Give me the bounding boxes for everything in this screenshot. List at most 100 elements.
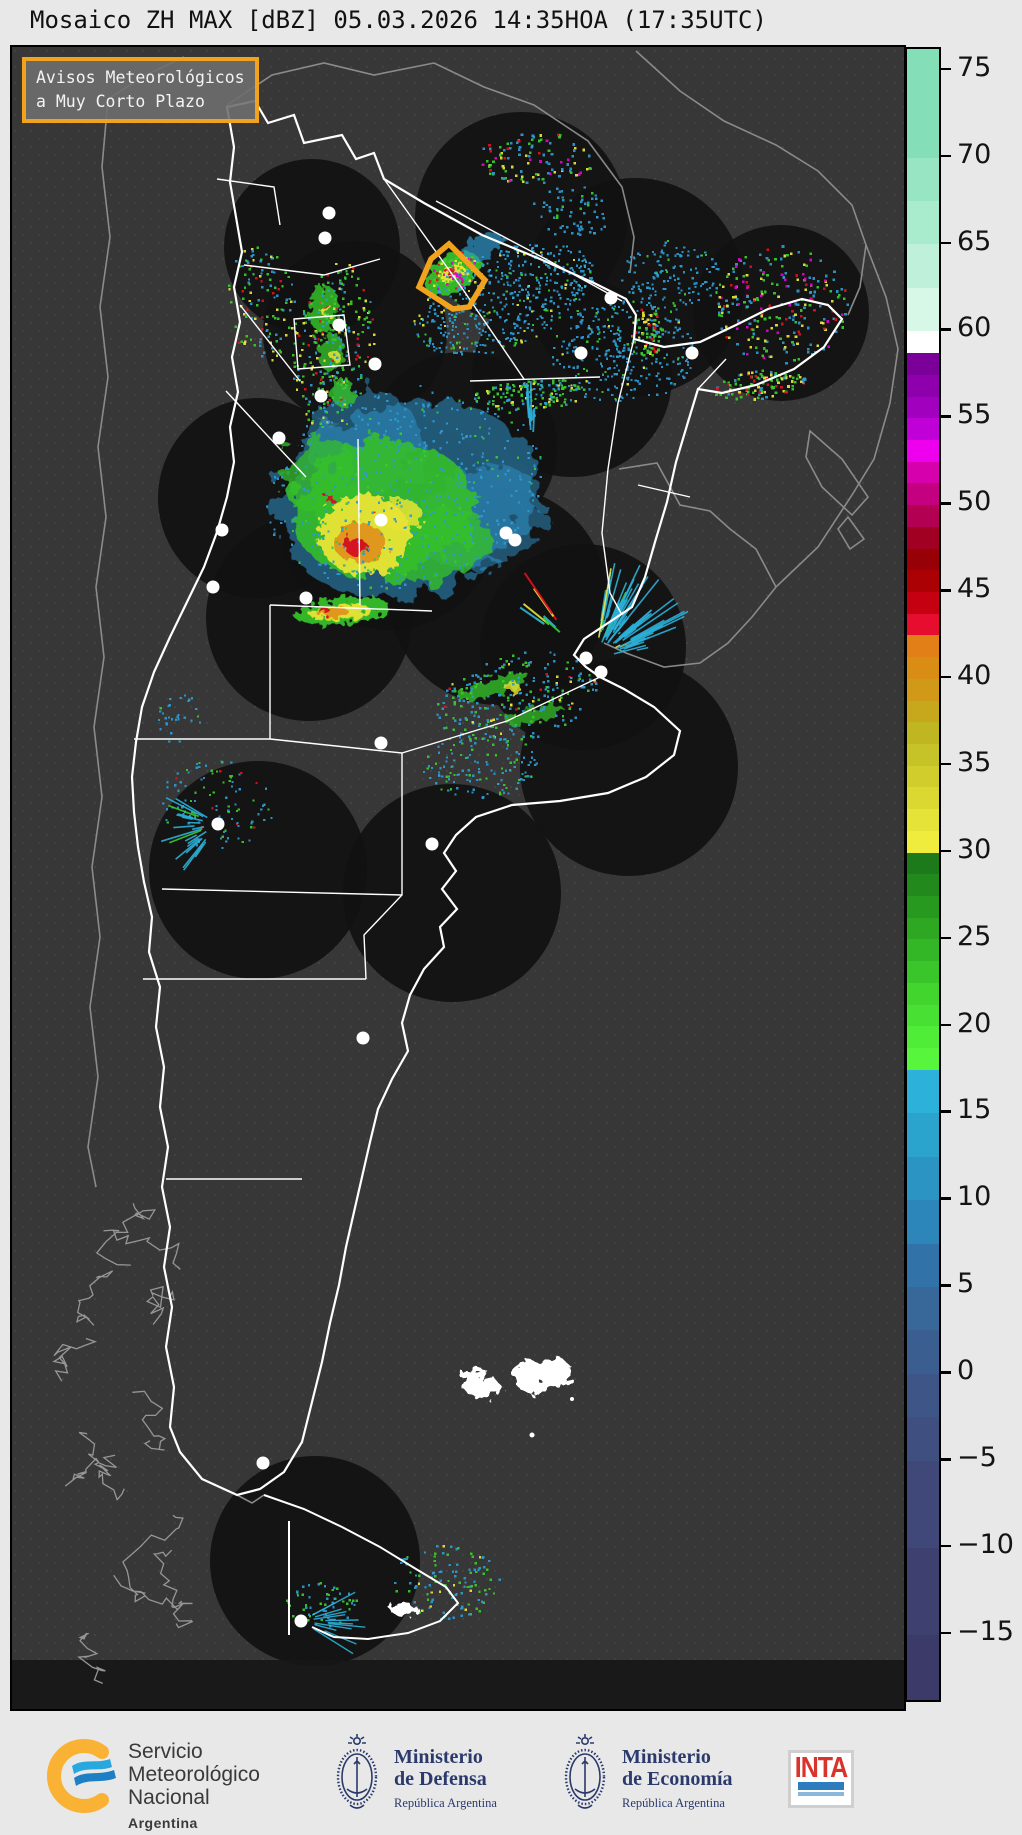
colorbar-segment [907,896,939,918]
colorbar-segment [907,331,939,353]
economia-title2: de Economía [622,1768,733,1790]
colorbar-segment [907,1048,939,1070]
defensa-wordmark: Ministerio de Defensa República Argentin… [394,1746,497,1814]
page-title: Mosaico ZH MAX [dBZ] 05.03.2026 14:35HOA… [30,6,767,34]
colorbar-segment [907,744,939,766]
colorbar-tick [939,1632,951,1635]
colorbar-segment [907,1244,939,1287]
map-bottom-strip [12,1660,904,1709]
inta-logo-inner: INTA [791,1753,851,1805]
colorbar-tick [939,1371,951,1374]
colorbar-tick-label: 35 [957,747,991,778]
colorbar-segment [907,831,939,853]
colorbar-tick-label: 40 [957,660,991,691]
defensa-title1: Ministerio [394,1746,497,1768]
colorbar-tick-label: 45 [957,573,991,604]
colorbar-segment [907,570,939,592]
colorbar-segment [907,766,939,788]
colorbar-tick [939,1284,951,1287]
colorbar-segment [907,158,939,201]
reflectivity-colorbar [905,47,941,1702]
colorbar-tick [939,1110,951,1113]
colorbar-segment [907,853,939,875]
economia-wordmark: Ministerio de Economía República Argenti… [622,1746,733,1814]
colorbar-tick [939,502,951,505]
smn-wave-bottom [74,1770,116,1786]
colorbar-segment [907,375,939,397]
colorbar-segment [907,874,939,896]
colorbar-segment [907,201,939,244]
colorbar-tick [939,589,951,592]
colorbar-tick-label: −5 [957,1442,997,1473]
colorbar-segment [907,787,939,809]
colorbar-segment [907,549,939,571]
economia-crest-icon [558,1733,612,1815]
defensa-crest-icon [330,1733,384,1815]
colorbar-segment [907,614,939,636]
warning-banner: Avisos Meteorológicos a Muy Corto Plazo [22,57,259,123]
colorbar-segment [907,1026,939,1048]
colorbar-tick [939,415,951,418]
colorbar-segment [907,505,939,527]
colorbar-segment [907,939,939,961]
economia-subtitle: República Argentina [622,1792,733,1814]
smn-wordmark: Servicio Meteorológico Nacional Argentin… [128,1740,260,1835]
colorbar-tick-label: 75 [957,52,991,83]
colorbar-segment [907,1548,939,1635]
colorbar-tick [939,850,951,853]
colorbar-segment [907,1070,939,1113]
colorbar-tick-label: 20 [957,1008,991,1039]
colorbar-tick-label: 10 [957,1181,991,1212]
smn-line2: Meteorológico [128,1763,260,1786]
radar-map: Avisos Meteorológicos a Muy Corto Plazo [10,45,906,1711]
colorbar-segment [907,397,939,419]
colorbar-tick-label: 65 [957,226,991,257]
colorbar-segment [907,657,939,679]
colorbar-segment [907,418,939,440]
smn-logo [46,1738,122,1814]
colorbar-segment [907,983,939,1005]
warning-line2: a Muy Corto Plazo [36,92,205,111]
colorbar-tick [939,763,951,766]
colorbar-tick-label: 0 [957,1355,974,1386]
colorbar-tick-label: 55 [957,399,991,430]
colorbar-tick-label: 50 [957,486,991,517]
colorbar-segment [907,918,939,940]
colorbar-tick [939,1024,951,1027]
colorbar-tick [939,937,951,940]
colorbar-segment [907,592,939,614]
smn-line4: Argentina [128,1812,260,1835]
colorbar-segment [907,1330,939,1373]
radar-mosaic-canvas [12,47,904,1709]
colorbar-segment [907,1113,939,1156]
colorbar-segment [907,701,939,723]
colorbar-segment [907,1157,939,1200]
colorbar-tick [939,242,951,245]
defensa-subtitle: República Argentina [394,1792,497,1814]
colorbar-tick [939,328,951,331]
colorbar-tick [939,1458,951,1461]
colorbar-segment [907,244,939,287]
colorbar-segment [907,1461,939,1548]
colorbar-segment [907,1200,939,1243]
colorbar-segment [907,679,939,701]
warning-line1: Avisos Meteorológicos [36,68,245,87]
colorbar-tick-label: 25 [957,921,991,952]
colorbar-tick-label: 30 [957,834,991,865]
smn-wave-top [72,1759,112,1774]
colorbar-tick-label: 15 [957,1094,991,1125]
colorbar-segment [907,49,939,158]
colorbar-segment [907,527,939,549]
colorbar-tick [939,68,951,71]
colorbar-tick-label: 5 [957,1268,974,1299]
colorbar-segment [907,440,939,462]
colorbar-segment [907,462,939,484]
colorbar-segment [907,1374,939,1417]
colorbar-segment [907,483,939,505]
colorbar-segment [907,353,939,375]
economia-title1: Ministerio [622,1746,733,1768]
smn-line1: Servicio [128,1740,260,1763]
colorbar-segment [907,961,939,983]
colorbar-tick-label: 60 [957,312,991,343]
